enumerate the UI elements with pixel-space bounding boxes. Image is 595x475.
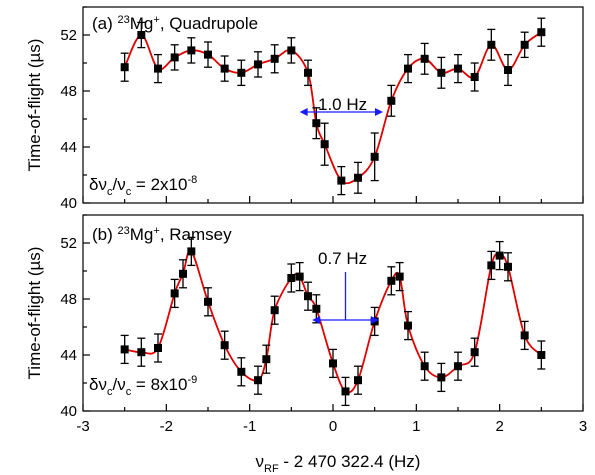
- y-tick-label: 44: [60, 139, 77, 156]
- panel-b-linewidth-label: 0.7 Hz: [318, 249, 367, 268]
- data-point: [270, 44, 279, 74]
- data-point: [354, 161, 362, 194]
- panel-b: 40 44 48 52 -3 -2 -1 0 1 2 3 (b) 23Mg+, Ramsey δνc…: [25, 214, 587, 435]
- data-point: [337, 165, 346, 196]
- data-point: [354, 365, 362, 395]
- data-point: [454, 53, 462, 84]
- panel-a-resolution: δνc/νc = 2x10-8: [89, 174, 197, 198]
- y-tick-label: 44: [60, 347, 77, 364]
- panel-b-label: (b) 23Mg+, Ramsey: [92, 225, 232, 244]
- data-point: [137, 21, 146, 49]
- data-point: [454, 351, 462, 381]
- data-point: [154, 53, 162, 84]
- x-tick-label: 3: [579, 418, 587, 435]
- panel-b-linewidth-marker: [312, 272, 379, 324]
- data-point: [504, 252, 512, 282]
- panel-a-tick-labels: 40 44 48 52: [60, 27, 77, 212]
- x-tick-label: 2: [495, 418, 503, 435]
- panel-a-ticks: [82, 6, 584, 204]
- data-point: [495, 240, 504, 271]
- data-point: [120, 334, 129, 365]
- y-tick-label: 52: [60, 27, 77, 44]
- data-point: [179, 259, 187, 289]
- y-tick-label: 48: [60, 83, 77, 100]
- data-point: [404, 53, 412, 84]
- data-point: [204, 287, 212, 317]
- x-tick-label: -3: [76, 418, 89, 435]
- panel-b-y-axis-title: Time-of-flight (µs): [25, 247, 44, 380]
- panel-a-linewidth-label: 1.0 Hz: [318, 95, 367, 114]
- panel-b-ticks: [82, 214, 584, 412]
- panel-a-label: (a) 23Mg+, Quadrupole: [92, 14, 258, 33]
- data-point: [287, 263, 296, 293]
- y-tick-label: 40: [60, 195, 77, 212]
- y-tick-label: 48: [60, 291, 77, 308]
- data-point: [187, 37, 196, 64]
- data-point: [154, 333, 162, 363]
- data-point: [254, 51, 262, 78]
- data-point: [304, 59, 312, 87]
- x-tick-label: 1: [412, 418, 420, 435]
- data-point: [270, 295, 279, 325]
- data-point: [295, 261, 304, 292]
- data-point: [387, 84, 396, 117]
- data-point: [262, 344, 271, 374]
- data-point: [320, 122, 329, 166]
- data-point: [170, 44, 179, 71]
- data-point: [170, 278, 179, 309]
- data-point: [220, 330, 229, 360]
- arrowhead-left: [312, 316, 321, 324]
- data-point: [520, 320, 529, 351]
- data-point: [370, 132, 379, 182]
- arrowhead-right: [375, 108, 383, 116]
- data-point: [404, 310, 412, 341]
- data-point: [341, 376, 350, 407]
- data-point: [287, 37, 296, 64]
- data-point: [254, 365, 262, 395]
- panel-a-y-axis-title: Time-of-flight (µs): [25, 39, 44, 172]
- data-point: [537, 340, 546, 370]
- panel-a-linewidth-marker: [299, 108, 383, 116]
- data-point: [220, 55, 229, 82]
- panel-a: 40 44 48 52 (a) 23Mg+, Quadrupole δνc/νc = …: [25, 6, 584, 212]
- y-tick-label: 52: [60, 235, 77, 252]
- data-point: [120, 52, 129, 82]
- panel-b-resolution: δνc/νc = 8x10-9: [89, 374, 197, 398]
- data-point: [420, 351, 429, 381]
- y-tick-label: 40: [60, 403, 77, 420]
- data-point: [537, 17, 546, 47]
- x-tick-label: -2: [160, 418, 173, 435]
- data-point: [237, 357, 246, 387]
- data-point: [470, 337, 479, 367]
- data-point: [437, 362, 446, 393]
- data-point: [204, 41, 212, 68]
- data-point: [504, 53, 512, 87]
- x-tick-label: 0: [329, 418, 337, 435]
- data-point: [487, 28, 496, 61]
- data-point: [329, 348, 337, 379]
- data-point: [137, 337, 146, 367]
- arrowhead-left: [299, 108, 308, 116]
- data-point: [187, 236, 196, 267]
- panel-a-data-points: [120, 17, 546, 196]
- data-point: [420, 42, 429, 75]
- data-point: [520, 31, 529, 59]
- panel-b-tick-labels: 40 44 48 52 -3 -2 -1 0 1 2 3: [60, 235, 587, 435]
- data-point: [470, 62, 479, 92]
- x-tick-label: -1: [243, 418, 256, 435]
- data-point: [395, 261, 404, 292]
- data-point: [437, 56, 446, 89]
- data-point: [304, 281, 312, 311]
- arrowhead-right: [370, 316, 379, 324]
- panel-b-data-points: [120, 236, 546, 407]
- data-point: [487, 250, 496, 281]
- x-axis-title: νRF - 2 470 322.4 (Hz): [256, 452, 421, 475]
- data-point: [312, 107, 321, 140]
- data-point: [387, 266, 396, 296]
- data-point: [237, 59, 246, 87]
